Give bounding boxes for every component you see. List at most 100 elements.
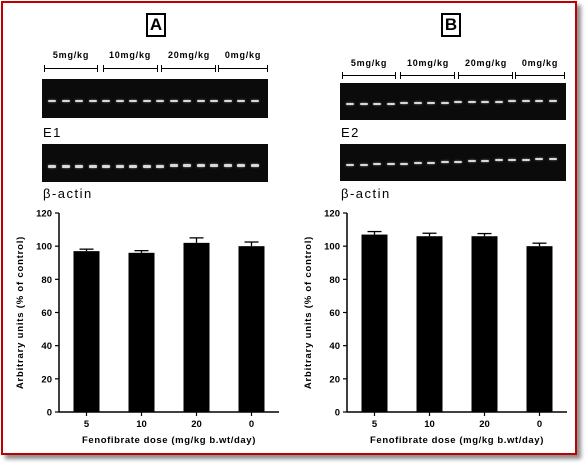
panel-b-dose-bracket xyxy=(515,72,565,79)
figure-frame: A 5mg/kg 10mg/kg 20mg/kg 0mg/kg E1 β-act… xyxy=(1,1,577,455)
gel-band xyxy=(346,103,355,106)
panel-b-dose-label: 0mg/kg xyxy=(521,58,559,68)
gel-band xyxy=(494,159,503,162)
panel-a-e1-gel xyxy=(42,79,268,118)
panel-b-dose-label: 5mg/kg xyxy=(350,58,388,68)
gel-band xyxy=(427,101,436,104)
panel-b-letter: B xyxy=(441,13,461,37)
panel-a-dose-label: 5mg/kg xyxy=(52,50,90,60)
y-tick-label: 100 xyxy=(324,242,340,253)
gel-band xyxy=(454,101,463,104)
gel-band xyxy=(169,100,178,102)
gel-band xyxy=(115,100,124,103)
gel-band xyxy=(196,99,205,102)
gel-band xyxy=(223,164,232,168)
gel-band xyxy=(156,164,165,168)
panel-b-e2-gel xyxy=(340,83,566,120)
gel-band xyxy=(48,100,57,103)
x-axis-label: Fenofibrate dose (mg/kg b.wt/day) xyxy=(370,435,544,446)
gel-band xyxy=(169,164,178,168)
panel-b-gel-label-e2: E2 xyxy=(341,125,360,140)
gel-band xyxy=(237,99,246,102)
x-tick-label: 0 xyxy=(537,419,542,430)
gel-band xyxy=(142,100,151,103)
x-tick-label: 10 xyxy=(424,419,435,430)
gel-band xyxy=(359,163,368,166)
gel-band xyxy=(400,162,409,165)
bar xyxy=(238,246,265,412)
y-tick-label: 100 xyxy=(36,242,52,253)
bar xyxy=(183,242,210,412)
y-tick-label: 0 xyxy=(47,408,52,419)
x-tick-label: 0 xyxy=(249,419,254,430)
x-tick-label: 20 xyxy=(479,419,490,430)
gel-band xyxy=(102,164,111,168)
gel-band xyxy=(427,161,436,164)
gel-band xyxy=(373,163,382,166)
gel-band xyxy=(535,158,544,161)
gel-band xyxy=(373,102,382,105)
gel-band xyxy=(440,101,449,104)
gel-band xyxy=(102,100,111,103)
gel-band xyxy=(129,164,138,168)
gel-band xyxy=(210,99,219,102)
gel-band xyxy=(88,164,97,168)
bar xyxy=(73,251,100,412)
gel-band xyxy=(75,164,84,168)
gel-band xyxy=(250,164,259,168)
panel-b-actin-gel xyxy=(340,144,566,181)
gel-band xyxy=(115,164,124,168)
panel-a-gel-label-actin: β-actin xyxy=(43,186,93,201)
gel-band xyxy=(156,100,165,103)
gel-band xyxy=(548,99,557,102)
gel-band xyxy=(386,102,395,105)
x-axis-label: Fenofibrate dose (mg/kg b.wt/day) xyxy=(82,435,256,446)
gel-band xyxy=(210,164,219,168)
panel-a-actin-gel xyxy=(42,144,268,182)
gel-band xyxy=(75,100,84,103)
gel-band xyxy=(413,162,422,165)
gel-band xyxy=(440,161,449,164)
gel-band xyxy=(250,99,259,102)
x-tick-label: 5 xyxy=(84,419,90,430)
y-tick-label: 40 xyxy=(41,341,52,352)
gel-band xyxy=(183,99,192,102)
panel-b-dose-bracket xyxy=(342,72,396,79)
gel-band xyxy=(386,163,395,165)
gel-band xyxy=(237,164,246,168)
gel-band xyxy=(494,100,503,103)
panel-b-dose-bracket xyxy=(458,72,513,79)
panel-a-dose-bracket xyxy=(218,65,268,72)
y-tick-label: 20 xyxy=(329,374,340,385)
panel-b-dose-label: 20mg/kg xyxy=(464,58,508,68)
x-tick-label: 20 xyxy=(191,419,202,430)
gel-band xyxy=(508,100,517,103)
gel-band xyxy=(183,164,192,168)
y-tick-label: 60 xyxy=(329,308,340,319)
bar xyxy=(526,246,553,412)
y-tick-label: 40 xyxy=(329,341,340,352)
y-tick-label: 120 xyxy=(324,209,340,220)
gel-band xyxy=(413,102,422,105)
panel-a-bar-chart: 0 20 40 60 80 100 120 5 10 20 0 Fenofibrate dose (m… xyxy=(15,209,279,446)
x-tick-label: 5 xyxy=(372,419,378,430)
panel-a-dose-bracket xyxy=(161,65,216,72)
gel-band xyxy=(196,164,205,168)
gel-band xyxy=(61,164,70,168)
y-axis-label: Arbitrary units (% of control) xyxy=(15,236,26,389)
bar xyxy=(471,236,498,412)
gel-band xyxy=(521,158,530,161)
gel-band xyxy=(223,99,232,102)
panel-a-gel-label-e1: E1 xyxy=(43,125,62,140)
gel-band xyxy=(142,164,151,168)
gel-band xyxy=(535,99,544,102)
panel-a-letter: A xyxy=(146,13,166,37)
gel-band xyxy=(346,164,355,167)
gel-band xyxy=(454,160,463,163)
y-tick-label: 80 xyxy=(329,275,340,286)
gel-band xyxy=(48,164,57,168)
bar xyxy=(128,252,155,412)
panel-a-dose-label: 20mg/kg xyxy=(167,50,211,60)
gel-band xyxy=(400,102,409,105)
gel-band xyxy=(508,158,517,161)
